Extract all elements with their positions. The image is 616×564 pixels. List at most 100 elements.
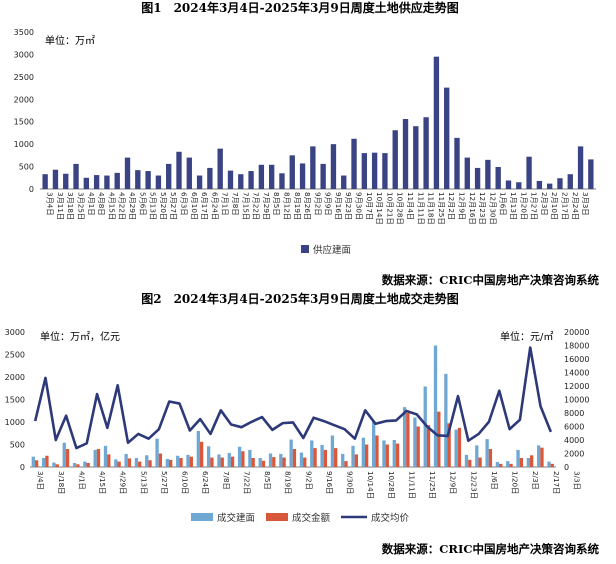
chart2-bar-amount bbox=[323, 449, 328, 467]
chart1-x-tick-label: 10月21日 bbox=[385, 192, 394, 225]
chart1-bar bbox=[217, 148, 223, 189]
chart2-bar-area bbox=[279, 453, 283, 467]
chart1-y-axis: 0 500 1000 1500 2000 2500 3000 3500 bbox=[14, 28, 596, 194]
chart2-bar-amount bbox=[34, 460, 39, 467]
chart2-bar-area bbox=[423, 386, 427, 467]
chart1-x-tick-label: 11月18日 bbox=[427, 192, 436, 225]
chart2-bar-area bbox=[320, 444, 324, 467]
chart1-x-tick-label: 9月2日 bbox=[313, 192, 322, 216]
chart1-x-tick-label: 4月8日 bbox=[97, 192, 106, 216]
chart1-bar bbox=[485, 159, 491, 189]
chart2-bar-area bbox=[372, 422, 376, 467]
chart1-x-tick-label: 9月30日 bbox=[355, 192, 364, 220]
chart1-y-tick-label: 0 bbox=[29, 185, 34, 194]
chart1-x-tick-label: 8月26日 bbox=[303, 192, 312, 220]
chart2-bar-area bbox=[392, 440, 396, 467]
chart1-bar bbox=[392, 130, 398, 189]
chart1-x-tick-label: 7月1日 bbox=[221, 192, 230, 216]
chart2-bar-amount bbox=[189, 456, 193, 467]
chart1-x-tick-label: 3月4日 bbox=[46, 192, 55, 216]
chart1-bar bbox=[114, 172, 120, 189]
chart2-bar-amount bbox=[457, 427, 462, 467]
chart2-bar-area bbox=[537, 445, 541, 467]
chart1-bar bbox=[464, 157, 470, 189]
chart1-x-tick-label: 5月20日 bbox=[159, 192, 168, 220]
chart1-x-tick-label: 12月23日 bbox=[478, 192, 487, 225]
chart1-y-tick-label: 2000 bbox=[14, 95, 34, 104]
chart2-x-tick-label: 6/24日 bbox=[201, 471, 210, 494]
chart1-bar bbox=[238, 174, 244, 189]
chart1-x-tick-label: 11月25日 bbox=[437, 192, 446, 225]
chart1-bar bbox=[330, 144, 337, 189]
chart2-x-tick-label: 8/19日 bbox=[284, 471, 293, 494]
chart1-x-tick-label: 1月13日 bbox=[509, 192, 518, 220]
chart2-bar-area bbox=[351, 445, 355, 467]
chart1-bar bbox=[546, 183, 553, 189]
chart1-x-tick-label: 9月9日 bbox=[324, 192, 333, 216]
chart2-bar-amount bbox=[86, 462, 90, 467]
chart2-bar-amount bbox=[148, 460, 152, 467]
chart2-bars bbox=[31, 345, 554, 467]
chart1-x-tick-label: 2月3日 bbox=[540, 192, 549, 216]
chart2-source: 数据来源：CRIC中国房地产决策咨询系统 bbox=[382, 542, 600, 556]
chart1-x-tick-label: 5月6日 bbox=[138, 192, 147, 216]
chart1-bar bbox=[299, 163, 306, 189]
chart1-bar bbox=[310, 146, 316, 189]
chart1-bar bbox=[42, 174, 48, 189]
chart2-x-tick-label: 1/6日 bbox=[490, 471, 499, 490]
chart2-bar-area bbox=[41, 458, 46, 467]
chart2-price-line bbox=[33, 346, 553, 450]
chart1-bar bbox=[268, 164, 275, 189]
chart2-bar-area bbox=[495, 462, 500, 467]
chart2-bar-area bbox=[464, 454, 469, 467]
chart2-bar-area bbox=[289, 439, 293, 467]
chart2-y-left-tick-label: 0 bbox=[20, 463, 25, 472]
chart2-y-left-tick-label: 2500 bbox=[5, 351, 25, 360]
chart1-x-tick-label: 6月24日 bbox=[210, 192, 219, 220]
chart1-bar bbox=[371, 152, 378, 189]
chart2-x-tick-label: 12/9日 bbox=[449, 471, 458, 494]
chart1-bar bbox=[444, 87, 450, 189]
chart2-bar-amount bbox=[282, 457, 286, 467]
chart1-bar bbox=[423, 117, 429, 189]
chart2-x-tick-label: 11/11日 bbox=[407, 471, 416, 499]
chart1-x-tick-label: 3月25日 bbox=[77, 192, 86, 220]
chart1-y-tick-label: 2500 bbox=[14, 73, 34, 82]
chart2-x-tick-label: 5/27日 bbox=[160, 471, 169, 494]
chart2-y-right-tick-label: 6000 bbox=[564, 423, 584, 432]
chart2-x-tick-label: 9/30日 bbox=[346, 471, 355, 494]
chart1-bar bbox=[83, 177, 90, 189]
chart2-bar-area bbox=[258, 458, 262, 467]
chart1-legend: 供应建面 bbox=[301, 244, 351, 256]
chart1-bar bbox=[526, 156, 532, 189]
chart1-x-tick-label: 3月3日 bbox=[581, 192, 590, 216]
chart2-bar-area bbox=[475, 445, 479, 467]
chart1-bar bbox=[73, 163, 79, 189]
chart2-bar-area bbox=[526, 458, 531, 467]
chart2-x-tick-label: 7/22日 bbox=[242, 471, 251, 494]
chart1-x-tick-label: 3月18日 bbox=[66, 192, 75, 220]
chart2-y-right-tick-label: 20000 bbox=[564, 328, 589, 337]
chart2-y-right-tick-label: 4000 bbox=[564, 436, 584, 445]
chart1-bar bbox=[63, 173, 69, 189]
chart1-x-tick-label: 12月2日 bbox=[447, 192, 456, 220]
chart1-x-tick-label: 8月12日 bbox=[282, 192, 291, 220]
chart1-legend-label: 供应建面 bbox=[313, 244, 351, 256]
chart1-x-tick-label: 1月20日 bbox=[519, 192, 528, 220]
chart2-y-right-tick-label: 18000 bbox=[564, 342, 589, 351]
chart2-bar-area bbox=[176, 455, 180, 467]
chart2-bar-amount bbox=[364, 444, 369, 467]
chart2-bar-amount bbox=[230, 456, 235, 467]
chart2-bar-amount bbox=[158, 453, 163, 467]
chart1-bar bbox=[93, 175, 100, 189]
chart2-x-tick-label: 1/20日 bbox=[511, 471, 520, 494]
chart1-x-axis: 3月4日 3月11日 3月18日 3月25日 4月1日 4月8日 4月15日 4月22日 4月2… bbox=[46, 192, 590, 225]
chart2-legend-swatch-amount bbox=[266, 513, 288, 521]
chart2-y-right-tick-label: 0 bbox=[564, 463, 569, 472]
chart2-bar-area bbox=[433, 345, 438, 467]
chart1-bar bbox=[186, 157, 192, 189]
chart1-bar bbox=[155, 175, 162, 189]
chart2-x-tick-label: 10/14日 bbox=[366, 471, 375, 499]
chart2-x-tick-label: 9/2日 bbox=[304, 471, 313, 490]
